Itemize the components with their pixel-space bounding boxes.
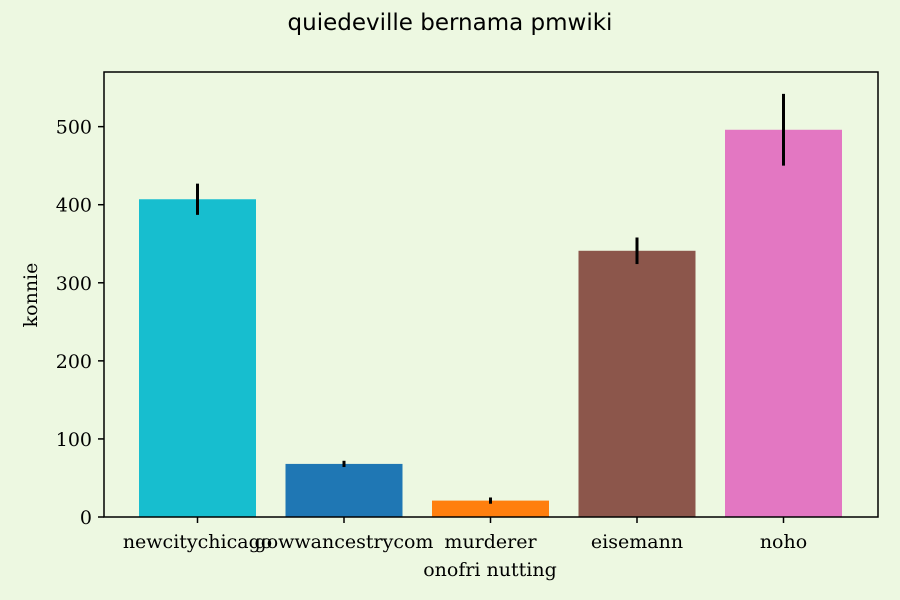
y-tick-label: 0: [80, 507, 92, 529]
x-tick-label: newcitychicago: [123, 531, 272, 553]
y-tick-label: 200: [56, 351, 92, 373]
y-tick-label: 400: [56, 195, 92, 217]
bar: [139, 199, 256, 517]
x-axis-label: onofri nutting: [423, 559, 557, 581]
bar: [432, 500, 549, 517]
plot-area: 0 100 200 300 400 500 newcitychicagogowwancest…: [56, 93, 842, 553]
x-tick-label: murderer: [444, 531, 537, 553]
y-tick-label: 100: [56, 429, 92, 451]
y-tick-label: 500: [56, 117, 92, 139]
x-tick-label: gowwancestrycom: [255, 531, 434, 553]
bar: [578, 250, 696, 517]
y-axis-label: konnie: [20, 263, 42, 328]
bar: [725, 129, 842, 518]
axes-frame: [103, 71, 879, 518]
chart-title: quiedeville bernama pmwiki: [288, 10, 613, 36]
y-tick-label: 300: [56, 273, 92, 295]
x-tick-label: noho: [760, 531, 807, 553]
bar: [285, 463, 403, 517]
x-tick-label: eisemann: [591, 531, 683, 553]
